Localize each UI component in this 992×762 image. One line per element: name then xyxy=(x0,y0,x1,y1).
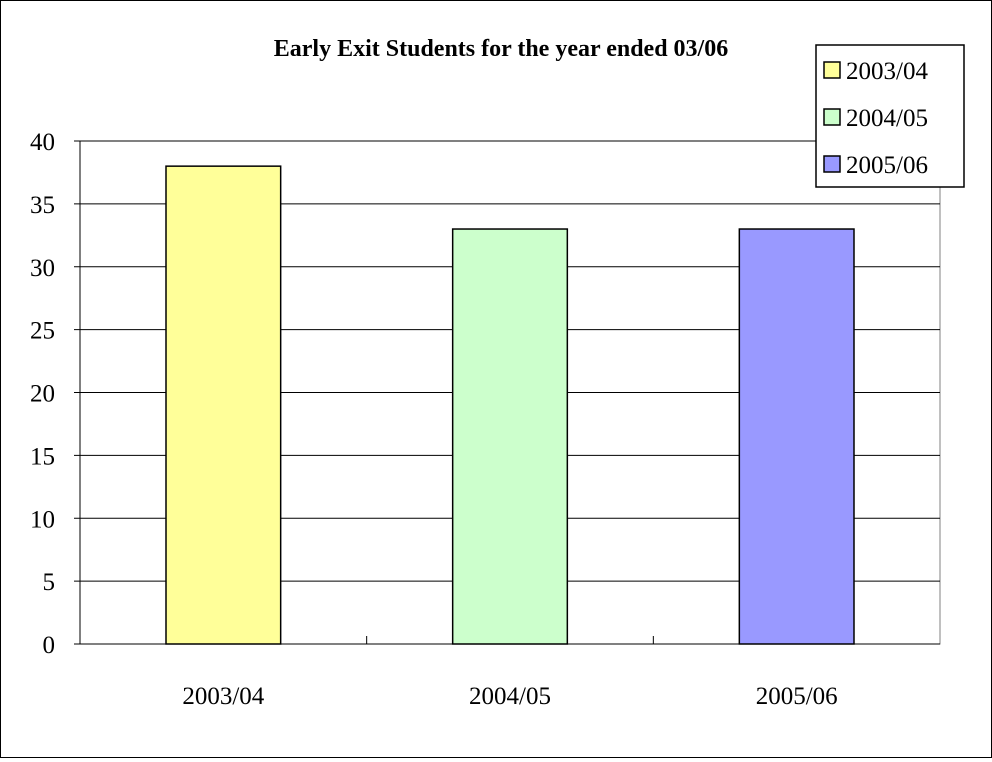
y-tick-label: 15 xyxy=(30,443,55,470)
y-tick-label: 25 xyxy=(30,318,55,345)
legend-label: 2004/05 xyxy=(846,105,928,132)
y-tick-label: 5 xyxy=(43,569,56,596)
bars xyxy=(165,165,855,645)
chart-title: Early Exit Students for the year ended 0… xyxy=(274,36,728,62)
bar-2004-05 xyxy=(451,228,569,645)
x-tick-label: 2003/04 xyxy=(182,683,264,710)
legend-swatch xyxy=(823,155,841,173)
x-tick-label: 2004/05 xyxy=(469,683,551,710)
y-tick-label: 35 xyxy=(30,192,55,219)
y-tick-label: 20 xyxy=(30,381,55,408)
legend-swatch xyxy=(823,108,841,126)
legend-swatch xyxy=(823,61,841,79)
x-tick-label: 2005/06 xyxy=(756,683,838,710)
y-tick-label: 10 xyxy=(30,506,55,533)
y-tick-label: 0 xyxy=(43,632,56,659)
y-tick-label: 30 xyxy=(30,255,55,282)
y-tick-label: 40 xyxy=(30,129,55,156)
legend: 2003/04 2004/05 2005/06 xyxy=(815,44,965,188)
bar-2005-06 xyxy=(738,228,855,645)
bar-2003-04 xyxy=(165,165,282,645)
legend-label: 2003/04 xyxy=(846,58,928,85)
x-axis: 2003/04 2004/05 2005/06 xyxy=(80,636,940,710)
y-axis: 0 5 10 15 20 25 30 35 40 xyxy=(30,129,81,659)
legend-label: 2005/06 xyxy=(846,152,928,179)
